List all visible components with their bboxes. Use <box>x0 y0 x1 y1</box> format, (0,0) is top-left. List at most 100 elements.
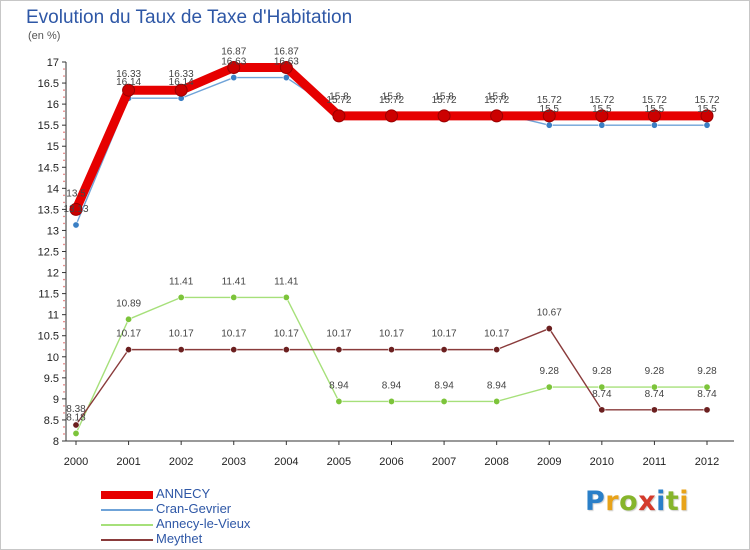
data-point <box>650 406 658 414</box>
x-tick-label: 2002 <box>169 456 193 468</box>
y-tick-label: 8.5 <box>44 415 59 427</box>
data-label: 9.28 <box>697 366 717 377</box>
y-minor-mark <box>63 264 65 267</box>
y-tick-label: 13.5 <box>38 204 59 216</box>
y-minor-mark <box>63 215 65 218</box>
x-tick-label: 2003 <box>222 456 246 468</box>
data-point <box>545 121 553 129</box>
data-point <box>493 346 501 354</box>
data-point <box>493 397 501 405</box>
y-tick-label: 12.5 <box>38 247 59 259</box>
chart-title: Evolution du Taux de Taxe d'Habitation <box>26 7 353 28</box>
data-point <box>282 293 290 301</box>
y-minor-mark <box>63 117 65 119</box>
data-point <box>700 109 714 123</box>
y-tick-label: 11 <box>48 310 59 322</box>
data-label: 16.33 <box>116 69 141 80</box>
data-label: 15.72 <box>432 95 457 106</box>
data-point <box>125 315 133 323</box>
legend-label: Cran-Gevrier <box>156 501 232 516</box>
data-label: 9.28 <box>540 366 560 377</box>
y-minor-mark <box>63 384 65 386</box>
data-label: 15.8 <box>487 92 507 103</box>
proxiti-logo: Proxiti <box>585 486 689 517</box>
logo-letter: r <box>605 486 620 517</box>
data-point <box>650 383 658 391</box>
x-tick-label: 2008 <box>484 456 508 468</box>
series-line-annecy-le-vieux <box>75 296 708 435</box>
logo-letter: t <box>665 486 680 517</box>
data-label: 16.14 <box>169 77 194 88</box>
y-minor-mark <box>63 278 65 281</box>
data-point <box>595 109 609 123</box>
data-label: 15.8 <box>382 92 402 103</box>
data-label: 16.14 <box>116 77 141 88</box>
data-label: 15.72 <box>326 95 351 106</box>
data-point <box>230 346 238 354</box>
data-label: 15.8 <box>329 92 349 103</box>
data-label: 8.94 <box>329 380 349 391</box>
data-point <box>282 74 290 82</box>
y-minor-mark <box>63 285 65 288</box>
data-label: 10.17 <box>484 329 509 340</box>
y-minor-mark <box>63 243 65 246</box>
y-minor-mark <box>63 194 65 197</box>
data-point <box>598 383 606 391</box>
y-minor-mark <box>63 306 65 309</box>
y-minor-mark <box>63 180 65 183</box>
data-point <box>545 325 553 333</box>
data-label: 10.17 <box>274 329 299 340</box>
y-minor-mark <box>63 426 65 428</box>
y-minor-mark <box>63 236 65 239</box>
data-point <box>335 346 343 354</box>
data-label: 8.94 <box>487 380 507 391</box>
data-point <box>440 397 448 405</box>
data-point <box>174 83 188 97</box>
data-point <box>332 109 346 123</box>
y-minor-mark <box>63 68 65 70</box>
data-label: 10.17 <box>221 329 246 340</box>
data-point <box>125 346 133 354</box>
data-label: 8.94 <box>382 380 402 391</box>
data-point <box>542 109 556 123</box>
y-minor-mark <box>63 341 65 344</box>
y-tick-label: 10.5 <box>38 331 59 343</box>
data-label: 15.72 <box>589 95 614 106</box>
data-point <box>122 83 136 97</box>
data-label: 15.72 <box>484 95 509 106</box>
y-tick-label: 12 <box>47 268 59 280</box>
logo-letter: i <box>679 486 690 517</box>
data-label: 11.41 <box>274 276 299 287</box>
y-tick-label: 10 <box>47 352 59 364</box>
data-point <box>387 346 395 354</box>
y-minor-mark <box>63 201 65 204</box>
data-label: 8.74 <box>697 389 717 400</box>
y-minor-mark <box>63 138 65 141</box>
x-tick-label: 2010 <box>590 456 614 468</box>
legend-swatch <box>101 539 153 541</box>
legend-swatch <box>101 524 153 526</box>
data-label: 16.63 <box>221 57 246 68</box>
data-point <box>72 221 80 229</box>
y-minor-mark <box>63 405 65 407</box>
data-label: 15.5 <box>540 104 560 115</box>
data-label: 16.87 <box>274 46 299 57</box>
data-point <box>177 293 185 301</box>
logo-letter: o <box>619 486 639 517</box>
data-point <box>335 397 343 405</box>
y-axis-unit-label: (en %) <box>28 30 61 42</box>
data-label: 10.17 <box>379 329 404 340</box>
y-minor-mark <box>63 96 65 98</box>
data-label: 10.89 <box>116 298 141 309</box>
y-tick-label: 9 <box>53 394 59 406</box>
data-point <box>703 383 711 391</box>
data-label: 15.72 <box>642 95 667 106</box>
data-label: 10.67 <box>537 308 562 319</box>
y-minor-mark <box>63 370 65 372</box>
data-label: 16.87 <box>221 46 246 57</box>
data-label: 8.94 <box>434 380 454 391</box>
y-minor-mark <box>63 173 65 176</box>
y-tick-label: 8 <box>53 436 59 448</box>
